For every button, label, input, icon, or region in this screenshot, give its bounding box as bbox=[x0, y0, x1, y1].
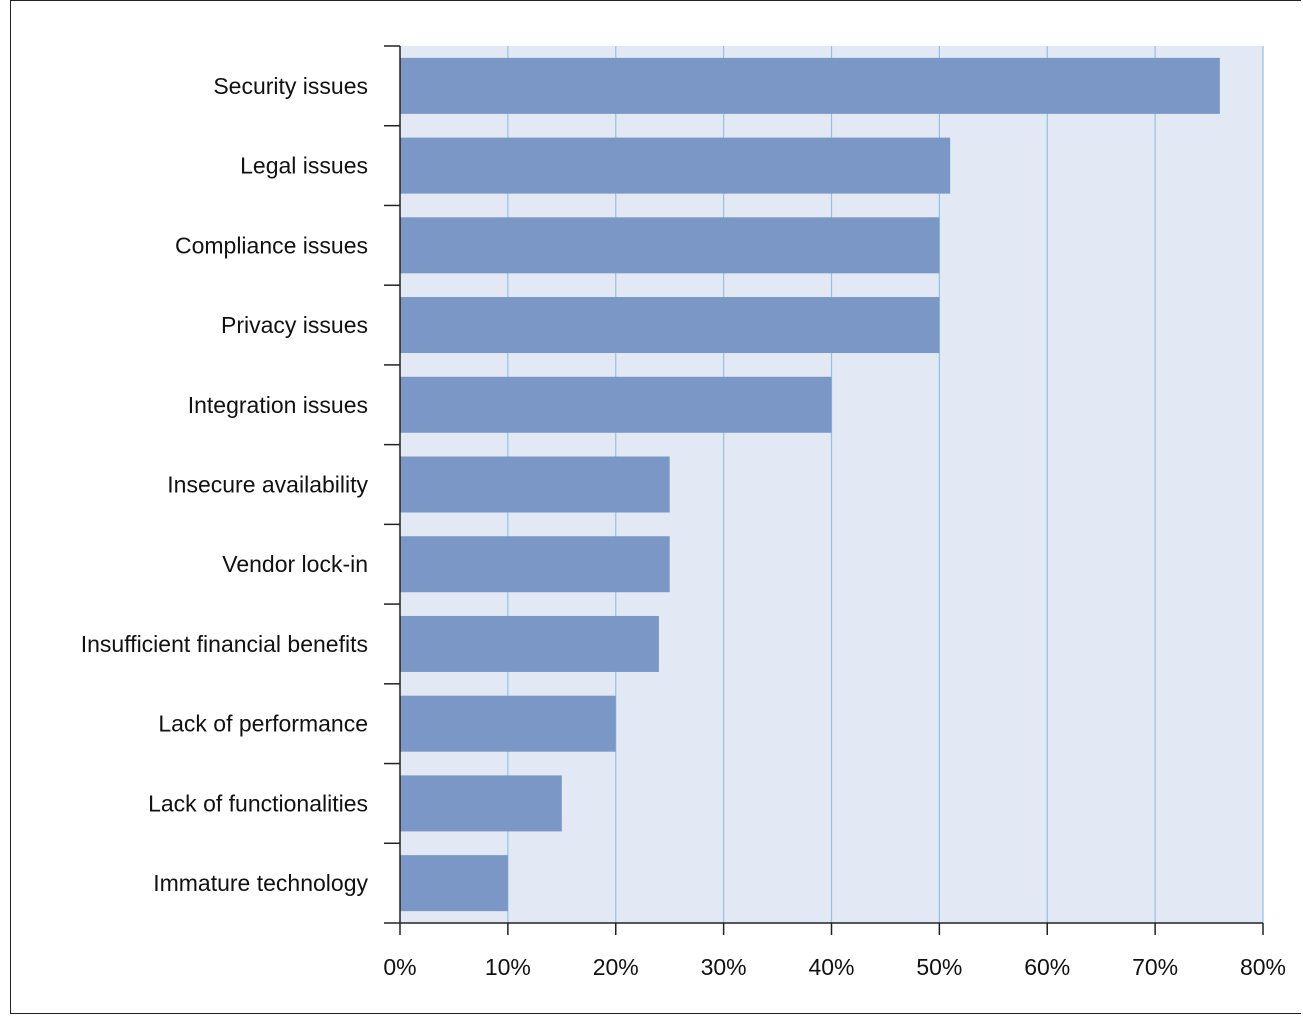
category-label: Lack of functionalities bbox=[148, 790, 368, 816]
bar bbox=[400, 695, 616, 752]
bar bbox=[400, 456, 670, 513]
bar bbox=[400, 57, 1220, 114]
bar bbox=[400, 775, 562, 832]
category-label: Insufficient financial benefits bbox=[81, 631, 368, 657]
category-label: Immature technology bbox=[153, 870, 368, 896]
category-label: Insecure availability bbox=[167, 472, 368, 498]
category-label: Lack of performance bbox=[158, 711, 368, 737]
x-tick-label: 20% bbox=[593, 954, 639, 980]
x-tick-label: 10% bbox=[485, 954, 531, 980]
chart-frame bbox=[10, 0, 1301, 1014]
x-tick-label: 40% bbox=[808, 954, 854, 980]
bar bbox=[400, 137, 951, 194]
bar bbox=[400, 376, 832, 433]
x-tick-label: 50% bbox=[916, 954, 962, 980]
bar bbox=[400, 217, 940, 274]
bar bbox=[400, 855, 508, 912]
x-tick-label: 70% bbox=[1132, 954, 1178, 980]
category-label: Compliance issues bbox=[175, 232, 368, 258]
bars bbox=[400, 57, 1220, 912]
x-tick-label: 80% bbox=[1240, 954, 1286, 980]
category-label: Vendor lock-in bbox=[222, 551, 368, 577]
category-labels: Security issues Legal issues Compliance is… bbox=[81, 73, 369, 896]
bar bbox=[400, 615, 659, 672]
category-label: Security issues bbox=[213, 73, 368, 99]
x-tick-labels: 0% 10% 20% 30% 40% 50% 60% 70% 80% bbox=[383, 954, 1286, 980]
x-tick-label: 30% bbox=[701, 954, 747, 980]
category-label: Integration issues bbox=[188, 392, 368, 418]
axes bbox=[384, 45, 1264, 935]
category-label: Privacy issues bbox=[221, 312, 368, 338]
bar bbox=[400, 536, 670, 593]
x-tick-label: 0% bbox=[383, 954, 416, 980]
x-tick-label: 60% bbox=[1024, 954, 1070, 980]
bar bbox=[400, 297, 940, 354]
category-label: Legal issues bbox=[240, 153, 368, 179]
